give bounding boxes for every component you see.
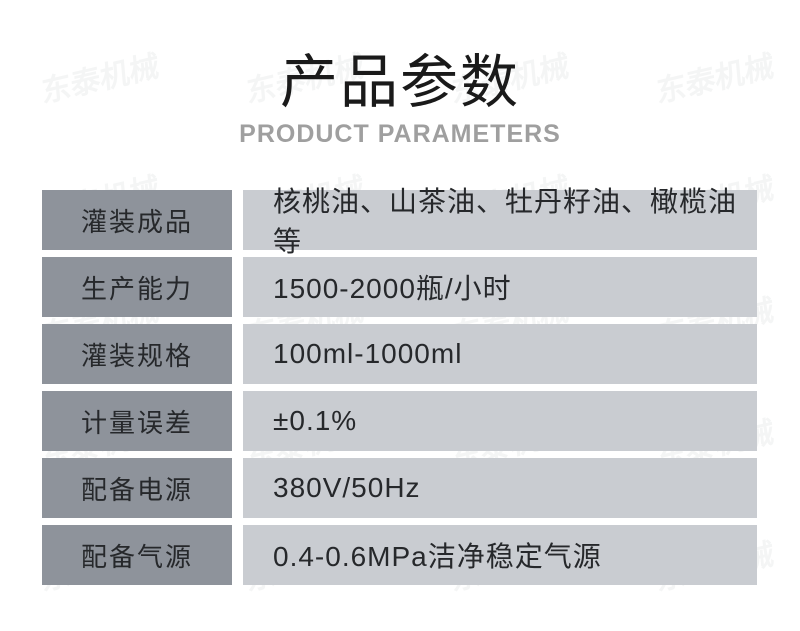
spec-label: 生产能力: [42, 257, 232, 317]
spec-row: 灌装成品 核桃油、山茶油、牡丹籽油、橄榄油等: [42, 186, 757, 257]
spec-value: 0.4-0.6MPa洁净稳定气源: [243, 525, 757, 585]
spec-label: 灌装规格: [42, 324, 232, 384]
spec-label: 配备气源: [42, 525, 232, 585]
spec-value: 1500-2000瓶/小时: [243, 257, 757, 317]
spec-value: 核桃油、山茶油、牡丹籽油、橄榄油等: [243, 186, 757, 257]
page-header: 产品参数 PRODUCT PARAMETERS: [0, 50, 800, 149]
spec-row: 计量误差 ±0.1%: [42, 391, 757, 451]
spec-row: 灌装规格 100ml-1000ml: [42, 324, 757, 384]
spec-value: 100ml-1000ml: [243, 324, 757, 384]
page-subtitle: PRODUCT PARAMETERS: [239, 119, 561, 148]
spec-table: 灌装成品 核桃油、山茶油、牡丹籽油、橄榄油等 生产能力 1500-2000瓶/小时 灌装…: [42, 186, 757, 585]
page-title: 产品参数: [279, 50, 520, 115]
spec-label: 计量误差: [42, 391, 232, 451]
spec-label: 配备电源: [42, 458, 232, 518]
spec-row: 生产能力 1500-2000瓶/小时: [42, 257, 757, 317]
spec-value: ±0.1%: [243, 391, 757, 451]
spec-value: 380V/50Hz: [243, 458, 757, 518]
spec-row: 配备气源 0.4-0.6MPa洁净稳定气源: [42, 525, 757, 585]
spec-label: 灌装成品: [42, 190, 232, 250]
spec-row: 配备电源 380V/50Hz: [42, 458, 757, 518]
